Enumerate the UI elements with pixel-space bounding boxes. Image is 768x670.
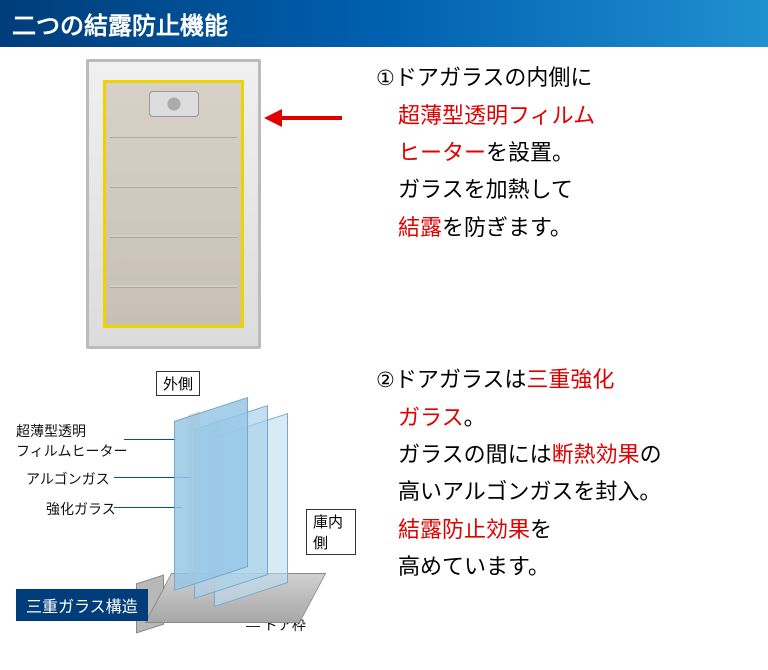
text: 高めています。 [398, 554, 550, 579]
text-line: ガラス。 [376, 399, 752, 436]
section-2: 外側 庫内側 超薄型透明 フィルムヒーター アルゴンガス 強化ガラス — ドア枠… [0, 361, 768, 663]
section-1: ①ドアガラスの内側に 超薄型透明フィルム ヒーターを設置。 ガラスを加熱して 結… [0, 47, 768, 361]
header-bar: 二つの結露防止機能 [0, 0, 768, 47]
text-line: 高めています。 [376, 548, 752, 585]
text-line: 高いアルゴンガスを封入。 [376, 473, 752, 510]
text: ドアガラスは [395, 367, 527, 392]
leader-line [124, 439, 176, 440]
text: 。 [464, 405, 486, 430]
header-title: 二つの結露防止機能 [12, 13, 228, 40]
label-inside: 庫内側 [306, 509, 356, 555]
highlight-text: 結露 [398, 215, 442, 240]
highlight-text: 三重強化 [526, 367, 614, 392]
arrow-head-icon [264, 109, 282, 127]
highlight-text: ヒーター [398, 140, 486, 165]
text: を設置。 [486, 140, 574, 165]
shelf [110, 185, 237, 188]
shelf [110, 235, 237, 238]
highlight-text: 結露防止効果 [398, 517, 530, 542]
text: フィルムヒーター [16, 443, 127, 459]
fridge-glass-outline [103, 80, 244, 328]
bullet-number-2: ② [376, 363, 395, 399]
bullet-number-1: ① [376, 61, 395, 97]
text-line: 結露防止効果を [376, 511, 752, 548]
text: ドアガラスの内側に [395, 65, 593, 90]
shelf [110, 135, 237, 138]
fridge-illustration [16, 59, 356, 349]
shelf [110, 285, 237, 288]
text: の [640, 442, 662, 467]
pointer-arrow [264, 109, 342, 127]
label-outside: 外側 [156, 371, 200, 396]
highlight-text: 断熱効果 [552, 442, 640, 467]
leader-line [114, 507, 182, 508]
highlight-text: 超薄型透明フィルム [398, 103, 595, 128]
layer-label-heater: 超薄型透明 フィルムヒーター [16, 421, 127, 461]
text: を [530, 517, 552, 542]
text-line: ②ドアガラスは三重強化 [376, 361, 752, 399]
text: を防ぎます。 [442, 215, 572, 240]
highlight-text: ガラス [398, 405, 464, 430]
glass-diagram: 外側 庫内側 超薄型透明 フィルムヒーター アルゴンガス 強化ガラス — ドア枠… [16, 361, 356, 651]
text: ガラスの間には [398, 442, 552, 467]
triple-glass-diagram: 外側 庫内側 超薄型透明 フィルムヒーター アルゴンガス 強化ガラス — ドア枠… [16, 361, 356, 651]
section-2-text: ②ドアガラスは三重強化 ガラス。 ガラスの間には断熱効果の 高いアルゴンガスを封… [376, 361, 752, 586]
text-line: 超薄型透明フィルム [376, 97, 752, 134]
text-line: ヒーターを設置。 [376, 134, 752, 171]
layer-label-argon: アルゴンガス [26, 469, 110, 489]
layer-label-glass: 強化ガラス [46, 499, 116, 519]
arrow-line [282, 116, 342, 120]
fan-icon [149, 91, 199, 117]
text: 超薄型透明 [16, 423, 86, 439]
text-line: ①ドアガラスの内側に [376, 59, 752, 97]
triple-glass-badge: 三重ガラス構造 [16, 589, 148, 621]
text-line: ガラスを加熱して [376, 171, 752, 208]
section-1-text: ①ドアガラスの内側に 超薄型透明フィルム ヒーターを設置。 ガラスを加熱して 結… [376, 59, 752, 246]
fridge-body [86, 59, 261, 349]
text: ガラスを加熱して [398, 177, 573, 202]
glass-pane-1 [174, 397, 248, 591]
text: 高いアルゴンガスを封入。 [398, 479, 661, 504]
text-line: 結露を防ぎます。 [376, 209, 752, 246]
text-line: ガラスの間には断熱効果の [376, 436, 752, 473]
